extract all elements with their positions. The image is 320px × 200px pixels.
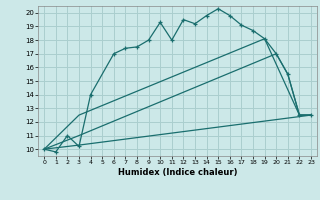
X-axis label: Humidex (Indice chaleur): Humidex (Indice chaleur): [118, 168, 237, 177]
